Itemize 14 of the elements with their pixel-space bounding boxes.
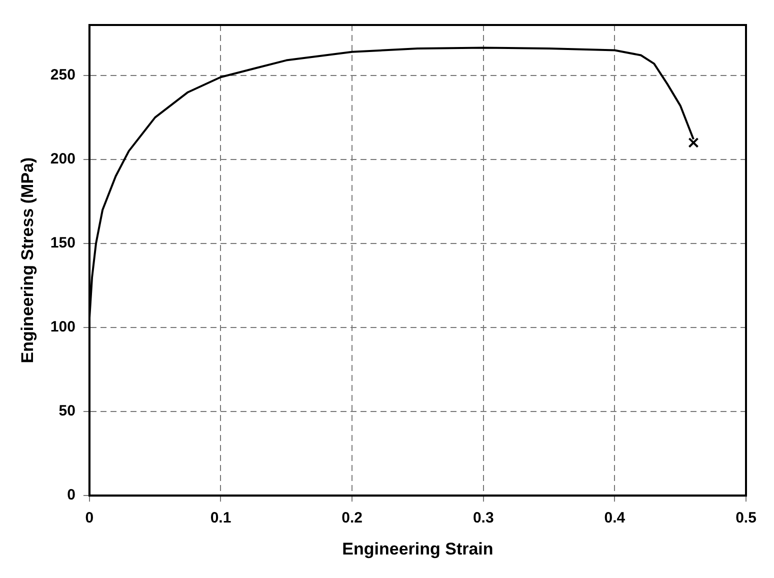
x-tick-label: 0 — [85, 510, 94, 527]
x-tick-label: 0.3 — [472, 510, 494, 527]
y-tick-label: 150 — [50, 234, 76, 252]
x-axis-title: Engineering Strain — [342, 539, 494, 558]
y-tick-label: 0 — [67, 486, 76, 504]
y-axis-title: Engineering Stress (MPa) — [18, 157, 37, 364]
x-tick-label: 0.5 — [736, 510, 756, 527]
y-tick-label: 100 — [50, 318, 76, 336]
x-tick-label: 0.2 — [342, 510, 362, 527]
y-tick-label: 50 — [58, 402, 76, 420]
x-tick-label: 0.1 — [210, 510, 232, 527]
x-tick-label: 0.4 — [604, 510, 626, 527]
y-tick-label: 250 — [50, 66, 76, 84]
y-tick-label: 200 — [50, 150, 76, 168]
